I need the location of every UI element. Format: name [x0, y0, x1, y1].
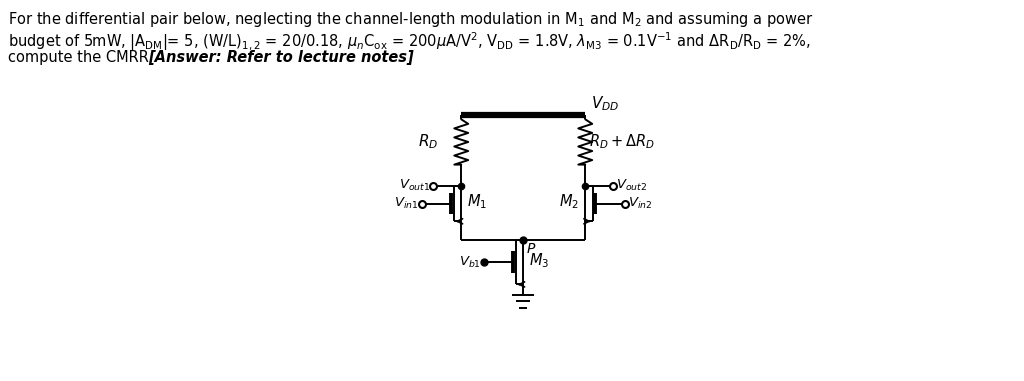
Text: $R_D$: $R_D$	[418, 133, 438, 151]
Text: $M_2$: $M_2$	[559, 193, 579, 211]
Text: $P$: $P$	[526, 242, 537, 256]
Text: $V_{in1}$: $V_{in1}$	[394, 196, 419, 211]
Text: $M_1$: $M_1$	[467, 193, 487, 211]
Text: $V_{DD}$: $V_{DD}$	[592, 95, 620, 114]
Text: budget of 5mW, |A$_{\rm DM}$|= 5, (W/L)$_{1,2}$ = 20/0.18, $\mu_n$C$_{\rm ox}$ =: budget of 5mW, |A$_{\rm DM}$|= 5, (W/L)$…	[8, 30, 811, 53]
Text: $V_{out1}$: $V_{out1}$	[399, 178, 430, 194]
Text: $V_{b1}$: $V_{b1}$	[459, 255, 480, 270]
Text: For the differential pair below, neglecting the channel-length modulation in M$_: For the differential pair below, neglect…	[8, 10, 814, 29]
Text: [Answer: Refer to lecture notes]: [Answer: Refer to lecture notes]	[148, 50, 414, 65]
Text: $V_{out2}$: $V_{out2}$	[616, 178, 647, 194]
Text: $V_{in2}$: $V_{in2}$	[628, 196, 652, 211]
Text: compute the CMRR.: compute the CMRR.	[8, 50, 158, 65]
Text: $M_3$: $M_3$	[529, 251, 550, 270]
Text: $R_D+\Delta R_D$: $R_D+\Delta R_D$	[589, 133, 655, 151]
